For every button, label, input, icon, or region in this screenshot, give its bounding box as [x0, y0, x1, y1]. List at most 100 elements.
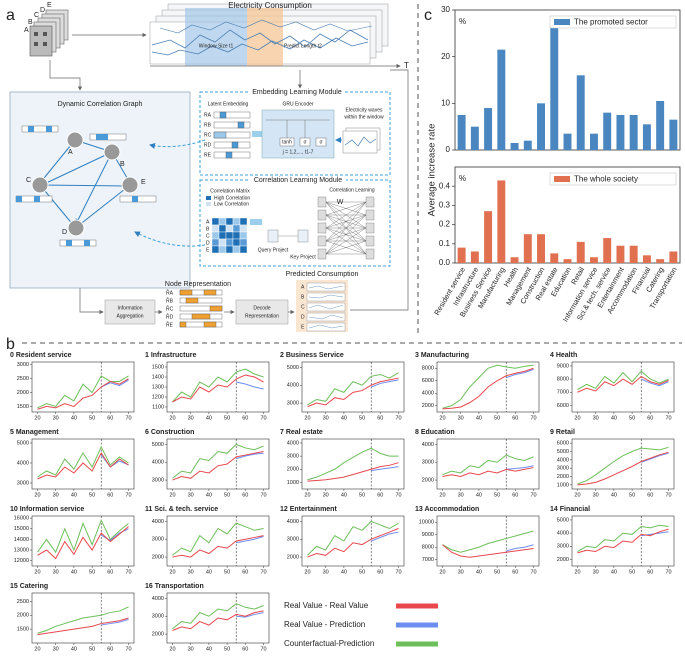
- legend-swatch: [206, 196, 211, 200]
- x-tick-label: 50: [359, 569, 365, 575]
- node-rep-label: R̂D: [166, 313, 174, 320]
- aggregation-box: [104, 299, 156, 325]
- x-tick-label: 40: [476, 569, 482, 575]
- chart-title: 0 Resident service: [10, 352, 72, 359]
- module-title: Embedding Learning Module: [252, 89, 342, 96]
- bar: [563, 259, 572, 263]
- x-tick-label: 20: [34, 569, 40, 575]
- series-line: [641, 452, 669, 463]
- graph-node-label: C: [26, 177, 31, 184]
- series-line: [307, 520, 399, 556]
- panel-label: c: [424, 7, 432, 24]
- x-tick-label: 60: [512, 415, 518, 421]
- y-tick-label: 0.4: [439, 181, 451, 190]
- x-tick-label: 50: [359, 492, 365, 498]
- doc-icon: [365, 209, 375, 221]
- plot-frame: [571, 515, 675, 567]
- y-tick-label: 2000: [422, 478, 434, 484]
- doc-icon: [317, 235, 327, 247]
- y-tick-label: 6000: [422, 378, 434, 384]
- x-tick-label: 50: [494, 569, 500, 575]
- x-tick-label: 30: [188, 646, 194, 652]
- series-line: [442, 467, 534, 478]
- y-tick-label: 12000: [14, 558, 29, 564]
- latent-title: Latent Embedding: [208, 101, 249, 107]
- decode-label: Decode: [253, 305, 270, 311]
- x-tick-label: 50: [89, 415, 95, 421]
- predicted-label: C: [301, 304, 305, 310]
- matrix-cell: [211, 224, 220, 233]
- series-line: [371, 531, 399, 542]
- matrix-cell: [225, 231, 234, 240]
- node-rep-label: R̂E: [166, 321, 174, 328]
- latent-row-label: RE: [204, 152, 212, 158]
- graph-node-label: D: [62, 229, 67, 236]
- bar: [603, 238, 612, 263]
- bar: [616, 245, 625, 263]
- plot-frame: [166, 438, 270, 490]
- x-tick-label: 20: [439, 492, 445, 498]
- x-tick-label: 40: [206, 569, 212, 575]
- series-line: [307, 528, 399, 558]
- y-tick-label: 3000: [287, 537, 299, 543]
- y-tick-label: 1300: [152, 384, 164, 390]
- module-title: Correlation Learning Module: [254, 177, 342, 184]
- x-tick-label: 50: [89, 569, 95, 575]
- chart-title: 14 Financial: [550, 506, 590, 513]
- matrix-cell: [225, 224, 234, 233]
- matrix-cell: [211, 238, 220, 247]
- series-line: [172, 610, 264, 631]
- x-tick-label: 20: [574, 492, 580, 498]
- x-tick-label: 40: [71, 569, 77, 575]
- x-tick-label: 50: [89, 492, 95, 498]
- bar: [616, 115, 625, 150]
- matrix-label: C: [206, 233, 210, 239]
- y-tick-label: 2000: [287, 555, 299, 561]
- arrow: [149, 139, 206, 149]
- x-tick-label: 70: [125, 646, 131, 652]
- y-tick-label: 6000: [557, 441, 569, 447]
- matrix-cell: [239, 224, 248, 233]
- doc-icon: [365, 196, 375, 208]
- x-tick-label: 50: [224, 569, 230, 575]
- waves-label: within the window: [344, 114, 384, 120]
- y-tick-label: 3000: [287, 401, 299, 407]
- series-line: [101, 379, 129, 388]
- predicted-rows: [306, 282, 346, 332]
- matrix-label: A: [206, 219, 210, 225]
- y-tick-label: 0.1: [439, 239, 451, 248]
- bipartite-edge: [325, 201, 367, 229]
- x-tick-label: 40: [341, 492, 347, 498]
- plot-frame: [571, 438, 675, 490]
- bar: [669, 251, 678, 263]
- aggregation-label: Aggregation: [117, 313, 144, 319]
- x-tick-label: 50: [224, 492, 230, 498]
- plot-frame: [166, 592, 270, 644]
- x-tick-label: 70: [665, 569, 671, 575]
- gru-op: σ: [303, 139, 307, 145]
- waves-icon: [342, 127, 381, 154]
- legend-box: [549, 15, 677, 29]
- legend-swatch: [396, 603, 438, 609]
- doc-icon: [365, 235, 375, 247]
- bar: [590, 133, 598, 150]
- x-tick-label: 40: [206, 415, 212, 421]
- series-line: [37, 606, 129, 634]
- matrix-label: D: [206, 240, 210, 246]
- x-tick-label: 30: [458, 492, 464, 498]
- series-line: [442, 367, 534, 410]
- series-line: [37, 518, 129, 554]
- y-tick-label: 2500: [17, 599, 29, 605]
- plot-frame: [436, 361, 540, 413]
- chart-title: 13 Accommodation: [415, 506, 479, 513]
- bar: [656, 101, 665, 150]
- x-tick-label: 30: [323, 569, 329, 575]
- x-tick-label: 50: [494, 415, 500, 421]
- bar: [497, 49, 506, 150]
- gru-index: j = 1,2,..., t1-7: [282, 149, 314, 155]
- plot-frame: [31, 361, 135, 413]
- chart-title: 3 Manufacturing: [415, 352, 469, 359]
- y-tick-label: 2000: [152, 632, 164, 638]
- x-tick-label: 70: [395, 415, 401, 421]
- bar: [590, 257, 598, 263]
